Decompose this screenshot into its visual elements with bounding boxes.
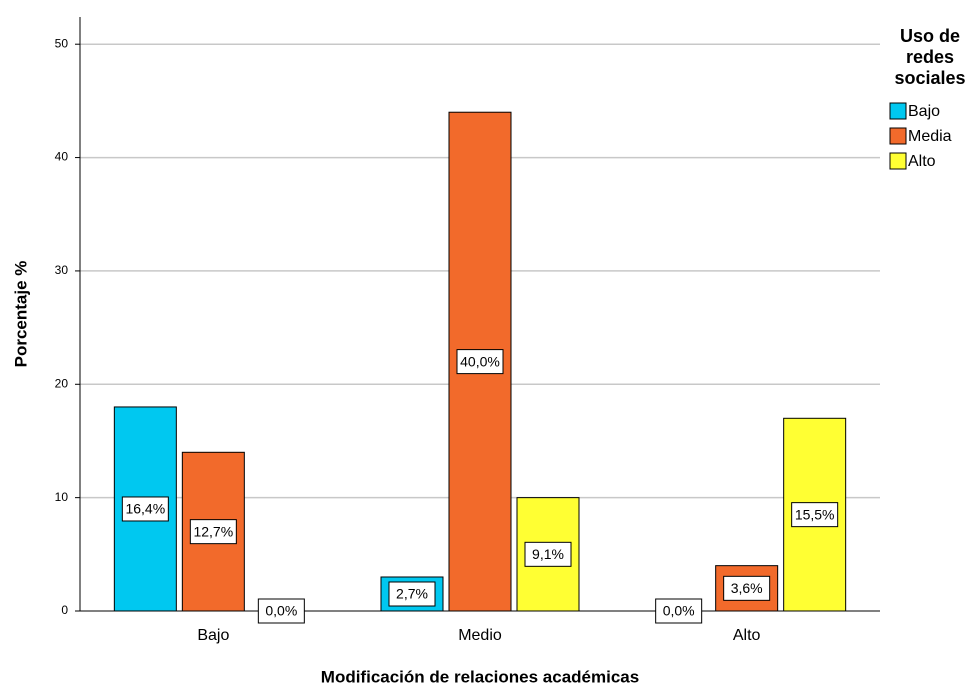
data-label-box [189,519,237,545]
legend-swatch [889,152,907,170]
data-label: 40,0% [460,353,500,369]
y-tick-label: 0 [61,603,68,617]
legend-label: Bajo [908,103,940,120]
data-label: 0,0% [265,603,297,619]
y-tick-label: 10 [55,490,69,504]
legend-label: Alto [908,153,936,170]
y-tick-label: 40 [55,150,69,164]
data-label: 15,5% [795,506,835,522]
data-label-box [524,541,572,567]
y-tick-label: 30 [55,263,69,277]
x-axis-title: Modificación de relaciones académicas [321,667,639,686]
data-label-box [257,598,305,624]
legend-label: Media [908,128,952,145]
data-label: 2,7% [396,586,428,602]
data-label: 0,0% [663,603,695,619]
data-label-box [121,496,169,522]
data-label: 3,6% [731,580,763,596]
data-label-box [791,502,839,528]
x-tick-label: Bajo [197,627,229,644]
data-label: 16,4% [125,501,165,517]
data-label-box [456,349,504,375]
legend-swatch [889,127,907,145]
legend-swatch [889,102,907,120]
y-axis-title: Porcentaje % [11,261,30,368]
data-label-box [723,575,771,601]
data-label-box [655,598,703,624]
y-tick-label: 20 [55,376,69,390]
y-tick-label: 50 [55,36,69,50]
data-label-box [388,581,436,607]
x-tick-label: Alto [733,627,761,644]
data-label: 12,7% [193,523,233,539]
legend-title: Uso de redes sociales [894,26,966,88]
x-tick-label: Medio [458,627,502,644]
data-label: 9,1% [532,546,564,562]
